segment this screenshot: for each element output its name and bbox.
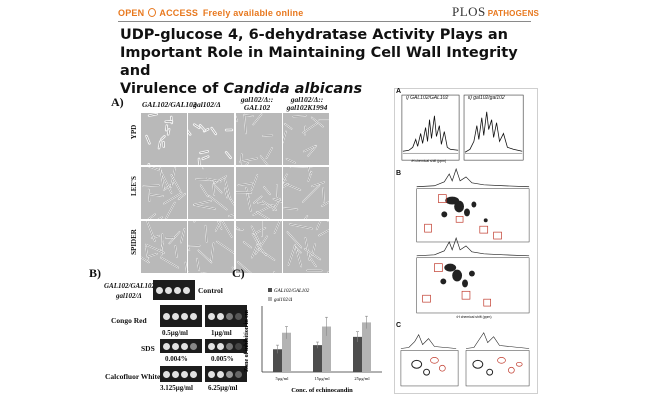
title-organism: Candida albicans [223, 81, 363, 97]
panel-c-label: C) [232, 266, 245, 280]
legend-label-2: gal102/Δ [274, 298, 292, 303]
micrograph-spider-2 [188, 221, 234, 273]
title-line-1: UDP-glucose 4, 6-dehydratase Activity Pl… [120, 27, 508, 43]
col-header-4-text: gal102/Δ:: [290, 95, 324, 104]
congo-conc-2: 1μg/ml [211, 329, 232, 337]
control-plate [153, 280, 195, 300]
echinocandin-bar-chart: Zone of inhibition in cm Conc. of echinoc… [244, 288, 382, 394]
sds-plate-1 [160, 339, 202, 353]
paper-title: UDP-glucose 4, 6-dehydratase Activity Pl… [120, 26, 540, 98]
row-header-ypd: YPD [130, 124, 138, 140]
micrograph-lees-1 [141, 167, 187, 219]
row-header-spider: SPIDER [130, 229, 138, 255]
micrograph-lees-2 [188, 167, 234, 219]
panel-b-label: B) [89, 266, 101, 280]
calco-plate-2 [205, 366, 247, 382]
congo-conc-1: 0.5μg/ml [162, 329, 188, 337]
right-panel-a-label: A [396, 88, 402, 95]
plos-label: PLOS [452, 4, 486, 19]
control-label: Control [198, 286, 223, 295]
congo-red-label: Congo Red [111, 316, 147, 325]
col-header-2-text: gal102/Δ [193, 100, 221, 109]
title-line-2: Important Role in Maintaining Cell Wall … [120, 45, 518, 79]
nmr-figure-panel: ¹H chemical shift (ppm) [394, 88, 538, 394]
bar-1-1 [273, 349, 282, 372]
journal-name: PATHOGENS [487, 9, 540, 18]
bar-2-2 [322, 326, 331, 372]
title-line-3-prefix: Virulence of [120, 81, 224, 97]
calco-conc-1: 3.125μg/ml [160, 384, 193, 392]
micrograph-ypd-3 [236, 113, 282, 165]
bar-2-1 [282, 332, 291, 372]
legend-label-1: GAL102/GAL102 [274, 289, 310, 294]
ppm-axis-label-b: ¹H chemical shift (ppm) [456, 315, 491, 319]
bar-2-3 [362, 322, 371, 372]
calcofluor-label: Calcofluor White [105, 372, 161, 381]
sds-label: SDS [141, 344, 155, 353]
open-label: OPEN [118, 8, 145, 18]
micrograph-ypd-1 [141, 113, 187, 165]
col-header-3: gal102/Δ:: GAL102 [232, 96, 282, 112]
row-header-lees: LEE'S [130, 176, 138, 196]
col-header-1-text: GAL102/GAL102 [142, 100, 197, 109]
micrograph-lees-4 [283, 167, 329, 219]
congo-plate-1 [160, 305, 202, 327]
micrograph-lees-3 [236, 167, 282, 219]
right-panel-b-label: B [396, 170, 402, 177]
x-tick-label-3: 25μg/ml [354, 376, 370, 381]
title-line-3: Virulence of Candida albicans [120, 80, 540, 98]
strain-mutant-label: gal102/Δ [116, 292, 142, 300]
sds-plate-2 [205, 339, 247, 353]
calco-plate-1 [160, 366, 202, 382]
calco-conc-2: 6.25μg/ml [208, 384, 238, 392]
nmr-spectra: ¹H chemical shift (ppm) [400, 94, 530, 387]
header-rule [118, 21, 531, 22]
congo-plate-2 [205, 305, 247, 327]
journal-logo: PLOS PATHOGENS [452, 4, 539, 20]
micrograph-spider-4 [283, 221, 329, 273]
open-access-lock-icon [148, 8, 157, 17]
col-header-4-sub: gal102K1994 [286, 103, 328, 112]
legend-swatch-2 [268, 297, 272, 301]
open-access-badge: OPEN ACCESS Freely available online [118, 8, 303, 18]
x-tick-label-2: 15μg/ml [314, 376, 330, 381]
col-header-3-text: gal102/Δ:: [240, 95, 274, 104]
bar-1-2 [313, 345, 322, 372]
strain-wt-label: GAL102/GAL102 [104, 282, 155, 290]
panel-a-label: A) [111, 95, 124, 109]
col-header-4: gal102/Δ:: gal102K1994 [280, 96, 334, 112]
micrograph-ypd-4 [283, 113, 329, 165]
right-panel-aii-label: ii) gal102/gal102 [468, 95, 505, 101]
right-panel-c-label: C [396, 322, 402, 329]
ppm-axis-label-a: ¹H chemical shift (ppm) [411, 159, 446, 163]
right-panel-ai-label: i) GAL102/GAL102 [406, 95, 449, 101]
access-label: ACCESS [159, 8, 199, 18]
legend-swatch-1 [268, 288, 272, 292]
chart-y-label: Zone of inhibition in cm [244, 310, 250, 372]
freely-available-label: Freely available online [202, 8, 304, 18]
col-header-2: gal102/Δ [182, 101, 232, 109]
sds-conc-2: 0.005% [211, 355, 234, 363]
micrograph-spider-3 [236, 221, 282, 273]
col-header-3-sub: GAL102 [243, 103, 271, 112]
bar-1-3 [353, 336, 362, 372]
micrograph-spider-1 [141, 221, 187, 273]
sds-conc-1: 0.004% [165, 355, 188, 363]
x-tick-label-1: 5μg/ml [276, 376, 290, 381]
col-header-1: GAL102/GAL102 [142, 100, 197, 109]
micrograph-ypd-2 [188, 113, 234, 165]
chart-x-label: Conc. of echinocandin [291, 387, 353, 394]
